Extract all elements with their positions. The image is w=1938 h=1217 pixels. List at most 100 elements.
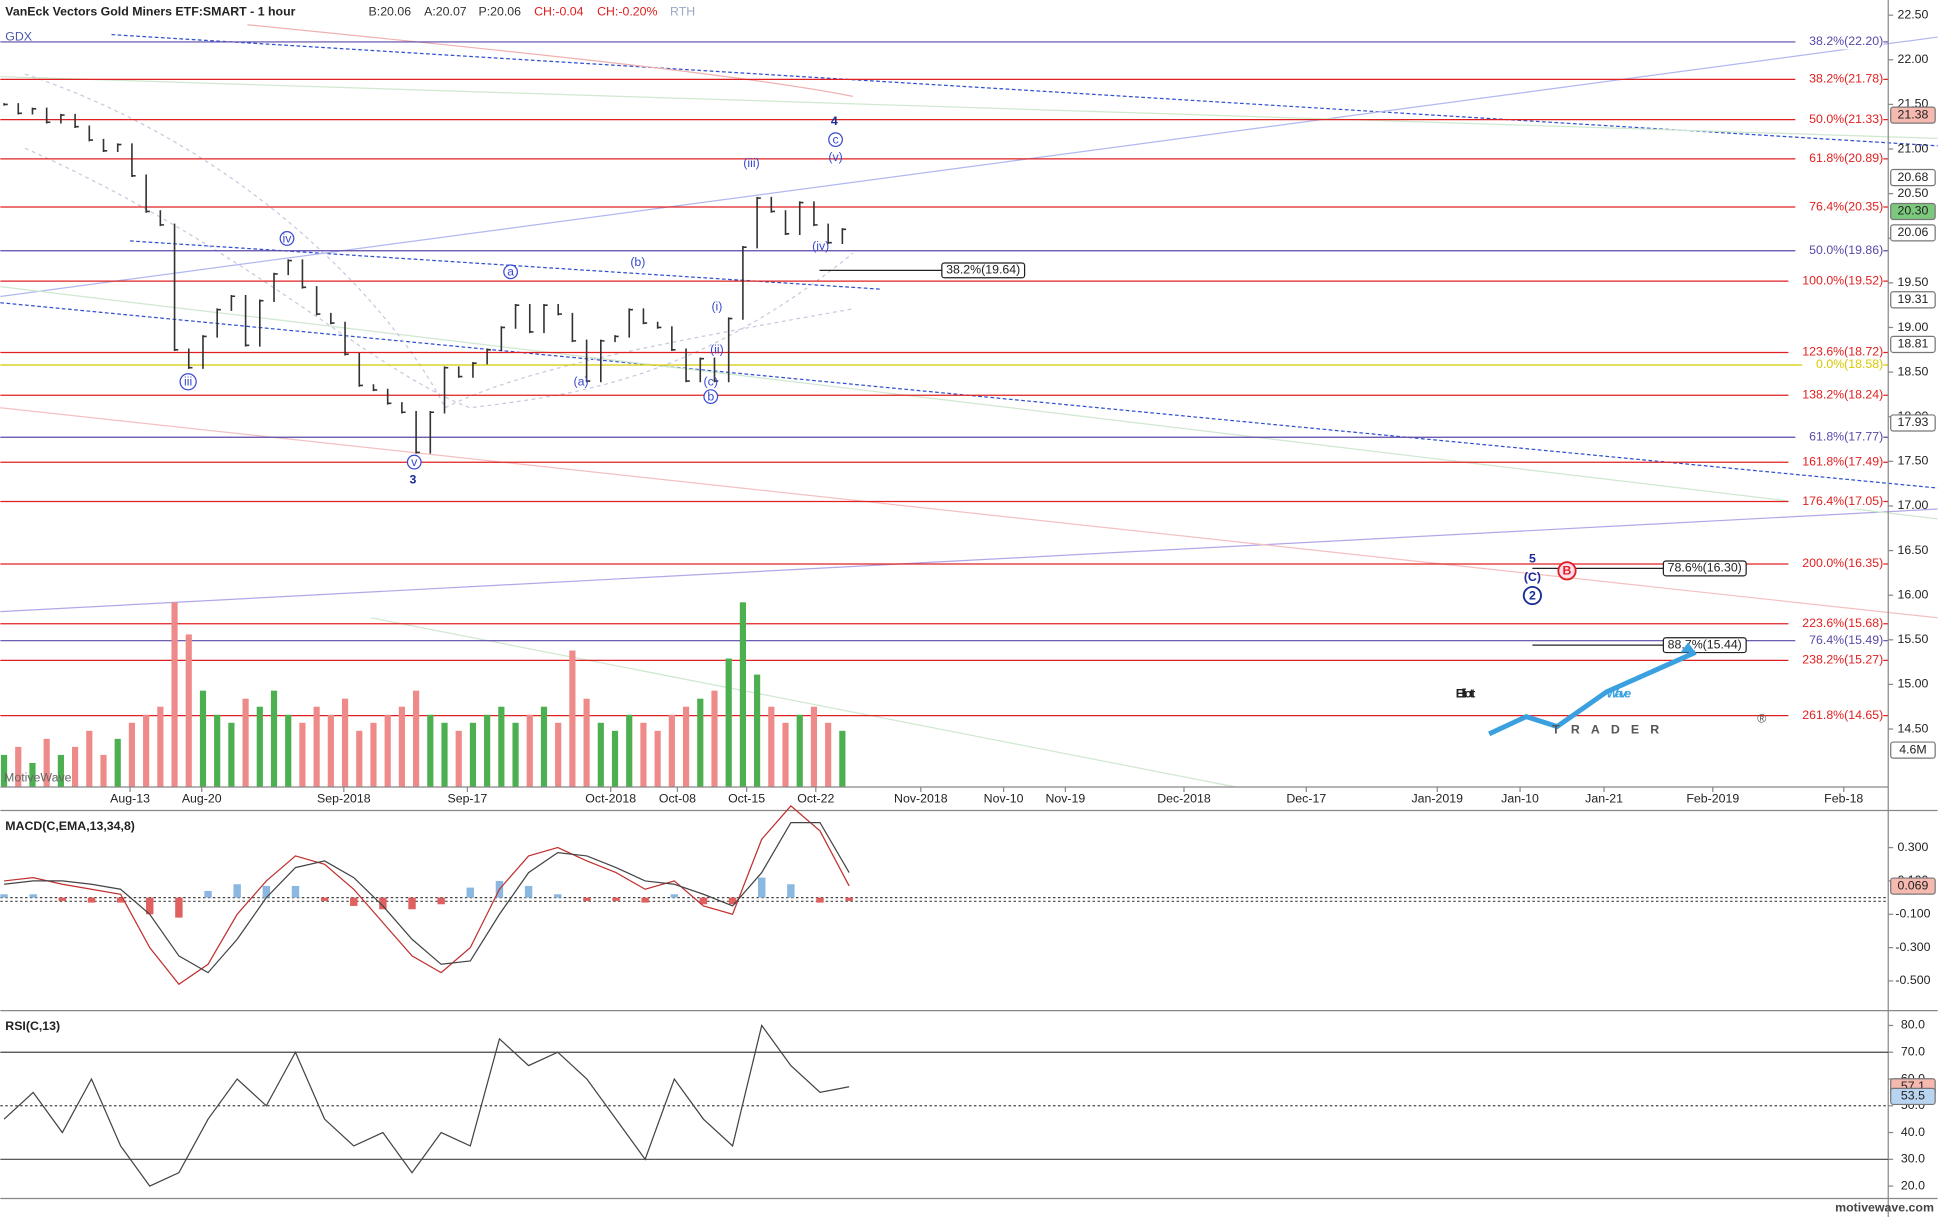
y-tick-label: 30.0 bbox=[1901, 1152, 1925, 1166]
macd-badge-label: 0.069 bbox=[1898, 878, 1929, 892]
wave-label: (i) bbox=[711, 299, 722, 313]
price-bar bbox=[17, 103, 22, 115]
volume-bar bbox=[15, 746, 22, 788]
x-tick-label: Aug-13 bbox=[110, 792, 150, 806]
price-bar bbox=[344, 321, 349, 356]
price-bar bbox=[159, 210, 165, 227]
volume-bar bbox=[270, 690, 278, 788]
axes: 14.5015.0015.5016.0016.5017.0017.5018.00… bbox=[110, 7, 1936, 1192]
wave-circle bbox=[1522, 585, 1542, 606]
fib-label: 123.6%(18.72) bbox=[1802, 345, 1883, 359]
histogram-bar bbox=[583, 897, 591, 901]
price-bar bbox=[528, 303, 534, 334]
volume-bar bbox=[796, 714, 803, 788]
price-badge bbox=[1890, 168, 1936, 187]
price-bar bbox=[813, 201, 818, 227]
wave-label: B bbox=[1563, 564, 1572, 578]
x-tick-label: Dec-2018 bbox=[1157, 792, 1211, 806]
quote: B:20.06 bbox=[369, 5, 412, 19]
price-bar bbox=[798, 201, 804, 236]
fib-label-bg bbox=[1795, 243, 1884, 259]
histogram-bar bbox=[146, 897, 154, 915]
wave-label: (c) bbox=[704, 375, 718, 389]
price-bars bbox=[3, 103, 847, 454]
price-bar bbox=[244, 295, 250, 347]
volume-bar bbox=[398, 706, 405, 788]
x-tick-label: Nov-19 bbox=[1045, 792, 1085, 806]
price-bar bbox=[841, 228, 847, 244]
price-bar bbox=[60, 113, 65, 124]
volume-bar bbox=[569, 650, 576, 788]
price-bar bbox=[685, 348, 690, 383]
trend-lines bbox=[0, 24, 1938, 788]
y-tick-label: 17.50 bbox=[1898, 454, 1929, 468]
price-bar bbox=[415, 411, 420, 454]
price-bar bbox=[543, 303, 548, 334]
price-bar bbox=[656, 321, 662, 329]
histogram-bar bbox=[437, 897, 445, 905]
rsi-title: RSI(C,13) bbox=[5, 1019, 60, 1033]
volume-bar bbox=[725, 658, 732, 788]
y-tick-label: 16.00 bbox=[1898, 587, 1929, 601]
trend-line bbox=[111, 33, 1938, 147]
boxed-label: 38.2%(19.64) bbox=[946, 263, 1020, 277]
watermark: MotiveWave bbox=[4, 771, 72, 785]
fib-label: 76.4%(20.35) bbox=[1809, 199, 1883, 213]
wave-circle bbox=[1557, 561, 1577, 581]
volume-bar bbox=[441, 722, 448, 788]
volume-bar bbox=[370, 722, 377, 788]
volume-bar bbox=[711, 690, 718, 788]
x-tick-label: Aug-20 bbox=[182, 792, 222, 806]
fib-label-bg bbox=[1788, 387, 1884, 403]
price-bar bbox=[230, 295, 236, 311]
wave-label: 3 bbox=[410, 472, 417, 486]
volume-bar bbox=[455, 730, 462, 788]
price-bar bbox=[429, 411, 435, 454]
volume-bar bbox=[327, 714, 334, 788]
logo-sub: TRADER bbox=[1552, 722, 1670, 736]
histogram-bar bbox=[699, 897, 708, 905]
volume-bar bbox=[114, 738, 121, 788]
y-tick-label: 17.00 bbox=[1898, 498, 1929, 512]
fib-label: 38.2%(22.20) bbox=[1809, 34, 1883, 48]
price-badge bbox=[1890, 224, 1936, 242]
histogram-bar bbox=[524, 885, 533, 898]
volume-bar bbox=[86, 730, 93, 788]
fib-label: 50.0%(21.33) bbox=[1809, 112, 1883, 126]
price-bar bbox=[315, 286, 321, 316]
logo-arrow bbox=[1680, 642, 1696, 653]
price-bar bbox=[102, 138, 108, 153]
volume-bar bbox=[512, 722, 519, 788]
fib-label: 61.8%(17.77) bbox=[1809, 430, 1883, 444]
boxed-label-bg bbox=[941, 262, 1026, 279]
fib-label: 100.0%(19.52) bbox=[1802, 273, 1883, 287]
volume-bar bbox=[341, 698, 349, 788]
y-tick-label: 20.0 bbox=[1901, 1178, 1925, 1192]
price-badge-label: 20.06 bbox=[1898, 225, 1929, 239]
price-bar bbox=[642, 308, 648, 325]
trend-line bbox=[0, 75, 1938, 139]
volume-bar bbox=[555, 722, 562, 788]
price-bar bbox=[713, 357, 719, 383]
fib-label: 238.2%(15.27) bbox=[1802, 653, 1883, 667]
rsi-badge bbox=[1890, 1087, 1936, 1106]
quote: CH:-0.20% bbox=[597, 5, 657, 19]
fib-label: 138.2%(18.24) bbox=[1802, 388, 1883, 402]
wave-label: (v) bbox=[828, 150, 842, 164]
histogram-bar bbox=[204, 890, 212, 898]
fib-label-bg bbox=[1788, 616, 1884, 632]
wave-circle bbox=[179, 373, 197, 391]
x-tick-label: Feb-18 bbox=[1824, 792, 1863, 806]
fib-label-bg bbox=[1795, 633, 1884, 649]
price-bar bbox=[770, 196, 776, 213]
volume-bar bbox=[626, 714, 633, 788]
y-tick-label: 21.00 bbox=[1898, 141, 1929, 155]
histogram-bar bbox=[612, 897, 620, 901]
y-tick-label: 20.50 bbox=[1898, 186, 1929, 200]
price-bar bbox=[273, 272, 278, 302]
volume-bar bbox=[299, 722, 306, 788]
quote: RTH bbox=[670, 5, 695, 19]
volume-bar bbox=[640, 722, 647, 788]
price-badge-label: 18.81 bbox=[1898, 337, 1929, 351]
logo-swoosh bbox=[1488, 650, 1697, 737]
